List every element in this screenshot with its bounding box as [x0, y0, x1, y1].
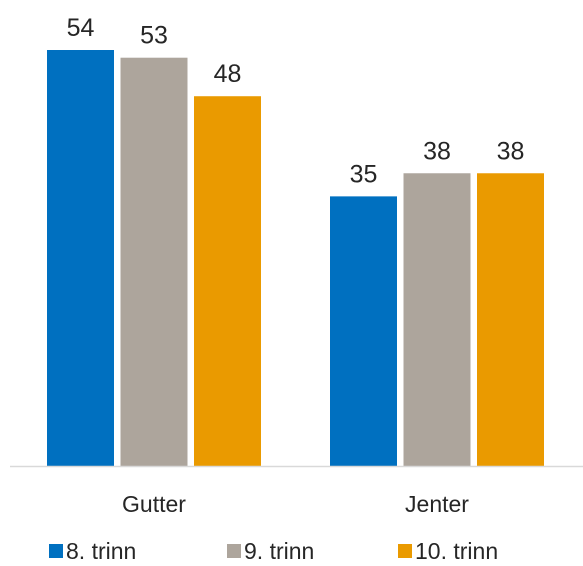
bar-gutter-8-trinn — [47, 50, 114, 466]
legend-swatch-9-trinn — [227, 544, 241, 558]
legend-swatch-10-trinn — [398, 544, 412, 558]
category-label-gutter: Gutter — [122, 491, 186, 517]
legend-label-10-trinn: 10. trinn — [415, 538, 498, 564]
legend: 8. trinn 9. trinn 10. trinn — [49, 538, 498, 564]
category-labels-group: Gutter Jenter — [122, 491, 469, 517]
value-label-gutter-10-trinn: 48 — [214, 60, 242, 88]
legend-label-8-trinn: 8. trinn — [66, 538, 136, 564]
bars-group — [47, 50, 544, 467]
legend-label-9-trinn: 9. trinn — [244, 538, 314, 564]
legend-swatch-8-trinn — [49, 544, 63, 558]
bar-gutter-10-trinn — [194, 96, 261, 466]
category-label-jenter: Jenter — [405, 491, 469, 517]
bar-jenter-9-trinn — [403, 173, 471, 466]
bar-jenter-10-trinn — [477, 173, 544, 466]
bar-gutter-9-trinn — [120, 57, 188, 466]
value-label-jenter-10-trinn: 38 — [497, 137, 525, 165]
value-label-jenter-9-trinn: 38 — [423, 137, 451, 165]
value-label-gutter-8-trinn: 54 — [67, 14, 95, 42]
value-labels-group: 54 53 48 35 38 38 — [67, 14, 525, 188]
value-label-gutter-9-trinn: 53 — [140, 22, 168, 50]
bar-jenter-8-trinn — [330, 196, 397, 467]
value-label-jenter-8-trinn: 35 — [350, 160, 378, 188]
